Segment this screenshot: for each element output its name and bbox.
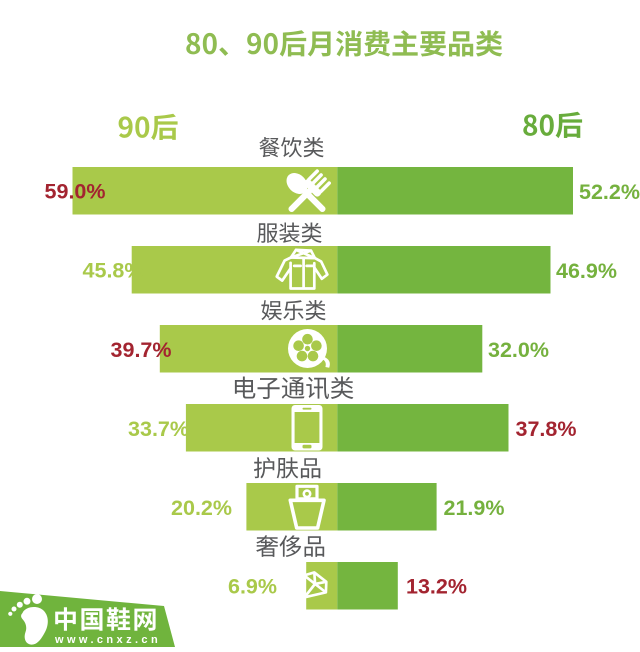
svg-text:6.9%: 6.9% (228, 575, 277, 599)
svg-text:46.9%: 46.9% (556, 259, 617, 283)
svg-text:45.8%: 45.8% (83, 259, 144, 283)
svg-text:33.7%: 33.7% (128, 417, 189, 441)
svg-text:39.7%: 39.7% (111, 338, 172, 362)
svg-text:13.2%: 13.2% (406, 575, 467, 599)
svg-text:21.9%: 21.9% (444, 496, 505, 520)
svg-text:52.2%: 52.2% (579, 180, 640, 204)
svg-text:20.2%: 20.2% (171, 496, 232, 520)
svg-text:32.0%: 32.0% (488, 338, 549, 362)
svg-text:59.0%: 59.0% (45, 180, 106, 204)
svg-text:37.8%: 37.8% (516, 417, 577, 441)
svg-text:www.cnxz.cn: www.cnxz.cn (54, 634, 161, 646)
